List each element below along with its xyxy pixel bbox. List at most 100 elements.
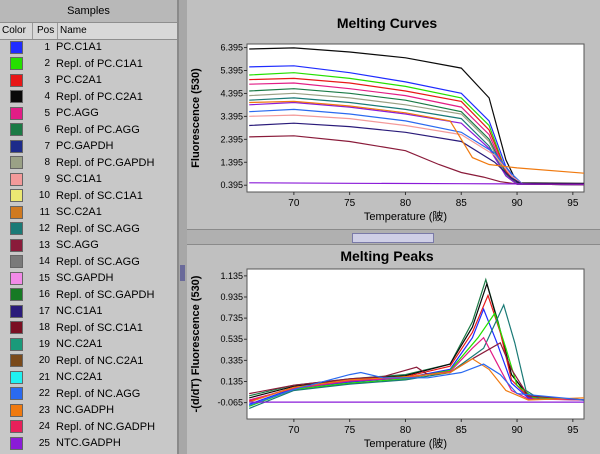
- sample-pos: 5: [44, 107, 50, 119]
- y-axis-label: Fluorescence (530): [190, 68, 202, 168]
- sample-color-swatch[interactable]: [9, 321, 23, 335]
- sample-color-swatch[interactable]: [9, 172, 23, 186]
- column-header-pos[interactable]: Pos: [33, 23, 58, 39]
- sample-pos: 21: [38, 371, 50, 383]
- sample-color-cell: [0, 370, 32, 384]
- sample-row[interactable]: 11 SC.C2A1: [0, 204, 177, 221]
- sample-row[interactable]: 9 SC.C1A1: [0, 171, 177, 188]
- y-tick-label: 0.735: [220, 313, 243, 323]
- y-tick-label: 4.395: [220, 88, 243, 98]
- sample-name: Repl. of PC.GAPDH: [56, 156, 155, 169]
- x-tick-label: 90: [511, 425, 523, 436]
- sample-color-swatch[interactable]: [9, 370, 23, 384]
- sample-color-cell: [0, 123, 32, 137]
- sample-name: SC.C2A1: [56, 206, 102, 219]
- sample-row[interactable]: 19 NC.C2A1: [0, 336, 177, 353]
- sample-row[interactable]: 23 NC.GADPH: [0, 402, 177, 419]
- sample-color-swatch[interactable]: [9, 222, 23, 236]
- sample-row[interactable]: 5 PC.AGG: [0, 105, 177, 122]
- sample-row[interactable]: 20 Repl. of NC.C2A1: [0, 353, 177, 370]
- series-line: [249, 358, 585, 403]
- column-header-color[interactable]: Color: [0, 23, 33, 39]
- sample-color-swatch[interactable]: [9, 90, 23, 104]
- sample-color-swatch[interactable]: [9, 40, 23, 54]
- sample-pos: 14: [38, 256, 50, 268]
- sample-row[interactable]: 13 SC.AGG: [0, 237, 177, 254]
- sample-color-cell: [0, 436, 32, 450]
- sample-row[interactable]: 16 Repl. of SC.GAPDH: [0, 287, 177, 304]
- sample-row[interactable]: 3 PC.C2A1: [0, 72, 177, 89]
- sample-color-cell: [0, 172, 32, 186]
- sample-name: NC.C2A1: [56, 338, 103, 351]
- splitter-handle[interactable]: [352, 233, 434, 243]
- series-line: [248, 303, 585, 409]
- splitter-knob[interactable]: [180, 265, 185, 281]
- sample-pos: 22: [38, 388, 50, 400]
- sample-name: Repl. of PC.C1A1: [56, 57, 143, 70]
- sample-row[interactable]: 2 Repl. of PC.C1A1: [0, 56, 177, 73]
- sample-color-swatch[interactable]: [9, 139, 23, 153]
- sample-color-swatch[interactable]: [9, 271, 23, 285]
- sample-pos: 3: [44, 74, 50, 86]
- column-header-name[interactable]: Name: [60, 25, 87, 36]
- x-tick-label: 95: [567, 425, 579, 436]
- sample-row[interactable]: 25 NTC.GADPH: [0, 435, 177, 452]
- sample-color-swatch[interactable]: [9, 189, 23, 203]
- sample-pos: 16: [38, 289, 50, 301]
- sample-color-swatch[interactable]: [9, 387, 23, 401]
- x-tick-label: 85: [456, 198, 468, 209]
- sample-pos: 10: [38, 190, 50, 202]
- sample-color-swatch[interactable]: [9, 205, 23, 219]
- sample-pos: 13: [38, 239, 50, 251]
- sample-color-swatch[interactable]: [9, 354, 23, 368]
- sample-color-swatch[interactable]: [9, 337, 23, 351]
- sample-color-cell: [0, 387, 32, 401]
- samples-panel-title: Samples: [0, 0, 177, 23]
- sample-row[interactable]: 24 Repl. of NC.GADPH: [0, 419, 177, 436]
- sample-row[interactable]: 12 Repl. of SC.AGG: [0, 221, 177, 238]
- sample-row[interactable]: 21 NC.C2A1: [0, 369, 177, 386]
- sample-name: Repl. of SC.AGG: [56, 222, 140, 235]
- sample-color-cell: [0, 189, 32, 203]
- sample-color-swatch[interactable]: [9, 238, 23, 252]
- sample-row[interactable]: 4 Repl. of PC.C2A1: [0, 89, 177, 106]
- sample-color-swatch[interactable]: [9, 420, 23, 434]
- sample-color-cell: [0, 106, 32, 120]
- sample-row[interactable]: 14 Repl. of SC.AGG: [0, 254, 177, 271]
- y-tick-label: 6.395: [220, 43, 243, 53]
- series-line: [249, 135, 585, 186]
- sample-name: Repl. of NC.C2A1: [56, 354, 144, 367]
- sample-color-cell: [0, 57, 32, 71]
- horizontal-splitter[interactable]: [187, 229, 600, 245]
- sample-row[interactable]: 22 Repl. of NC.AGG: [0, 386, 177, 403]
- sample-color-swatch[interactable]: [9, 106, 23, 120]
- sample-color-cell: [0, 90, 32, 104]
- sample-row[interactable]: 18 Repl. of SC.C1A1: [0, 320, 177, 337]
- sample-row[interactable]: 1 PC.C1A1: [0, 39, 177, 56]
- sample-row[interactable]: 7 PC.GAPDH: [0, 138, 177, 155]
- sample-color-swatch[interactable]: [9, 255, 23, 269]
- sample-row[interactable]: 8 Repl. of PC.GAPDH: [0, 155, 177, 172]
- sample-pos: 2: [44, 58, 50, 70]
- sample-pos: 7: [44, 140, 50, 152]
- sample-color-swatch[interactable]: [9, 123, 23, 137]
- sample-color-swatch[interactable]: [9, 304, 23, 318]
- sample-color-swatch[interactable]: [9, 73, 23, 87]
- sample-color-swatch[interactable]: [9, 436, 23, 450]
- y-tick-label: 2.395: [220, 134, 243, 144]
- vertical-splitter[interactable]: [178, 0, 187, 454]
- sample-color-swatch[interactable]: [9, 403, 23, 417]
- sample-row[interactable]: 15 SC.GAPDH: [0, 270, 177, 287]
- y-tick-label: 0.935: [220, 292, 243, 302]
- sample-row[interactable]: 10 Repl. of SC.C1A1: [0, 188, 177, 205]
- sample-color-swatch[interactable]: [9, 156, 23, 170]
- y-tick-label: 0.535: [220, 334, 243, 344]
- sample-pos: 20: [38, 355, 50, 367]
- sample-color-swatch[interactable]: [9, 288, 23, 302]
- sample-color-swatch[interactable]: [9, 57, 23, 71]
- sample-row[interactable]: 6 Repl. of PC.AGG: [0, 122, 177, 139]
- sample-row[interactable]: 17 NC.C1A1: [0, 303, 177, 320]
- x-tick-label: 70: [288, 425, 300, 436]
- sample-pos: 12: [38, 223, 50, 235]
- sample-pos: 17: [38, 305, 50, 317]
